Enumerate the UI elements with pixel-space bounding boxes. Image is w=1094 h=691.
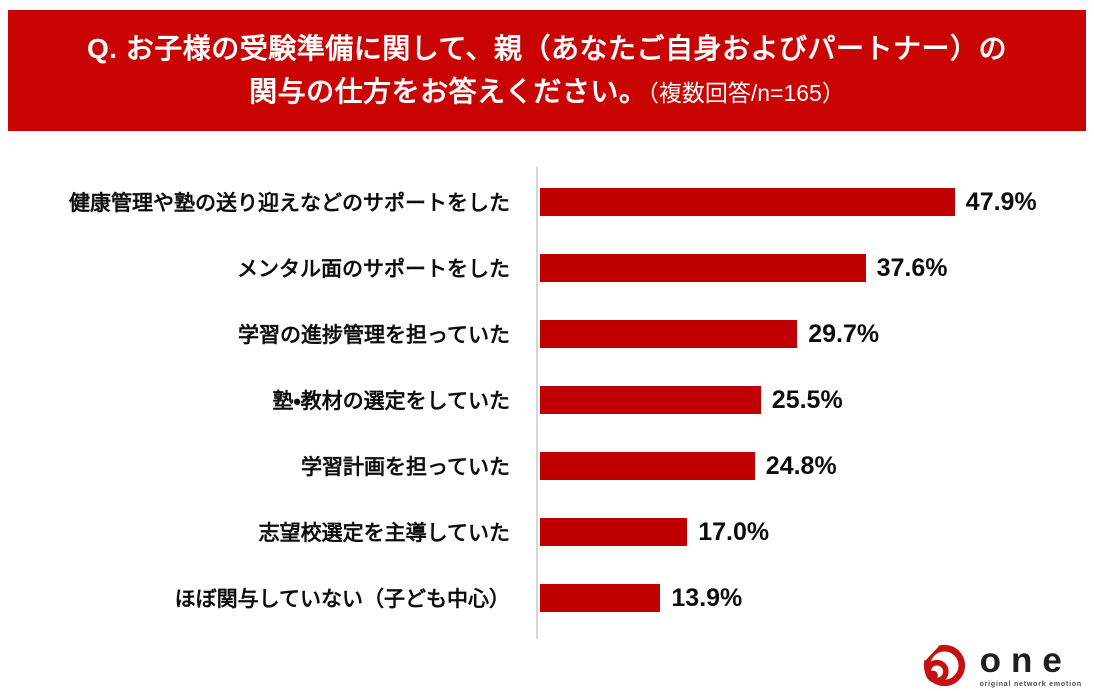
bar: [540, 188, 955, 216]
bar-zone: 37.6%: [537, 254, 1094, 283]
logo-tagline: original network emotion: [979, 681, 1082, 688]
bar: [540, 386, 761, 414]
bar: [540, 518, 688, 546]
bar-zone: 17.0%: [537, 518, 1094, 547]
chart-row: 学習の進捗管理を担っていた 29.7%: [0, 301, 1094, 367]
chart-row: 塾・教材の選定をしていた 25.5%: [0, 367, 1094, 433]
value-label: 24.8%: [765, 451, 837, 480]
category-label: 志望校選定を主導していた: [258, 522, 510, 545]
chart-row: 学習計画を担っていた 24.8%: [0, 433, 1094, 499]
question-sample-note: （複数回答/n=165）: [647, 79, 845, 106]
category-label: メンタル面のサポートをした: [237, 258, 510, 281]
category-label: ほぼ関与していない（子ども中心）: [174, 588, 510, 611]
value-label: 17.0%: [698, 517, 770, 546]
category-label: 塾・教材の選定をしていた: [272, 390, 510, 413]
value-label: 25.5%: [771, 385, 843, 414]
value-label: 29.7%: [808, 319, 880, 348]
chart-row: 志望校選定を主導していた 17.0%: [0, 499, 1094, 565]
chart-row: メンタル面のサポートをした 37.6%: [0, 235, 1094, 301]
value-label: 37.6%: [876, 253, 948, 282]
bar-zone: 25.5%: [537, 386, 1094, 415]
category-label: 学習計画を担っていた: [301, 456, 510, 479]
bar-zone: 24.8%: [537, 452, 1094, 481]
category-label: 学習の進捗管理を担っていた: [238, 324, 510, 347]
company-logo: one original network emotion: [921, 643, 1082, 688]
horizontal-bar-chart: 健康管理や塾の送り迎えなどのサポートをした 47.9% メンタル面のサポートをした 3…: [0, 167, 1094, 639]
category-label: 健康管理や塾の送り迎えなどのサポートをした: [69, 192, 510, 215]
question-banner: Q. お子様の受験準備に関して、親（あなたご自身およびパートナー）の 関与の仕方…: [8, 10, 1086, 131]
logo-wordmark: one: [979, 641, 1072, 680]
category-axis-line: [536, 167, 538, 639]
question-title-line2: 関与の仕方をお答えください。（複数回答/n=165）: [249, 70, 845, 115]
value-label: 47.9%: [965, 187, 1037, 216]
one-logo-swirl-icon: [921, 643, 965, 687]
chart-row: 健康管理や塾の送り迎えなどのサポートをした 47.9%: [0, 169, 1094, 235]
bar: [540, 584, 661, 612]
bar: [540, 320, 798, 348]
chart-row: ほぼ関与していない（子ども中心） 13.9%: [0, 565, 1094, 631]
bar: [540, 254, 866, 282]
bar-zone: 29.7%: [537, 320, 1094, 349]
bar-zone: 13.9%: [537, 584, 1094, 613]
chart-rows: 健康管理や塾の送り迎えなどのサポートをした 47.9% メンタル面のサポートをした 3…: [0, 169, 1094, 631]
logo-text-block: one original network emotion: [980, 643, 1082, 688]
bar-zone: 47.9%: [537, 188, 1094, 217]
question-title-line1: Q. お子様の受験準備に関して、親（あなたご自身およびパートナー）の: [86, 32, 1008, 64]
value-label: 13.9%: [671, 583, 743, 612]
bar: [540, 452, 755, 480]
question-title-line2-main: 関与の仕方をお答えください。: [249, 75, 648, 107]
